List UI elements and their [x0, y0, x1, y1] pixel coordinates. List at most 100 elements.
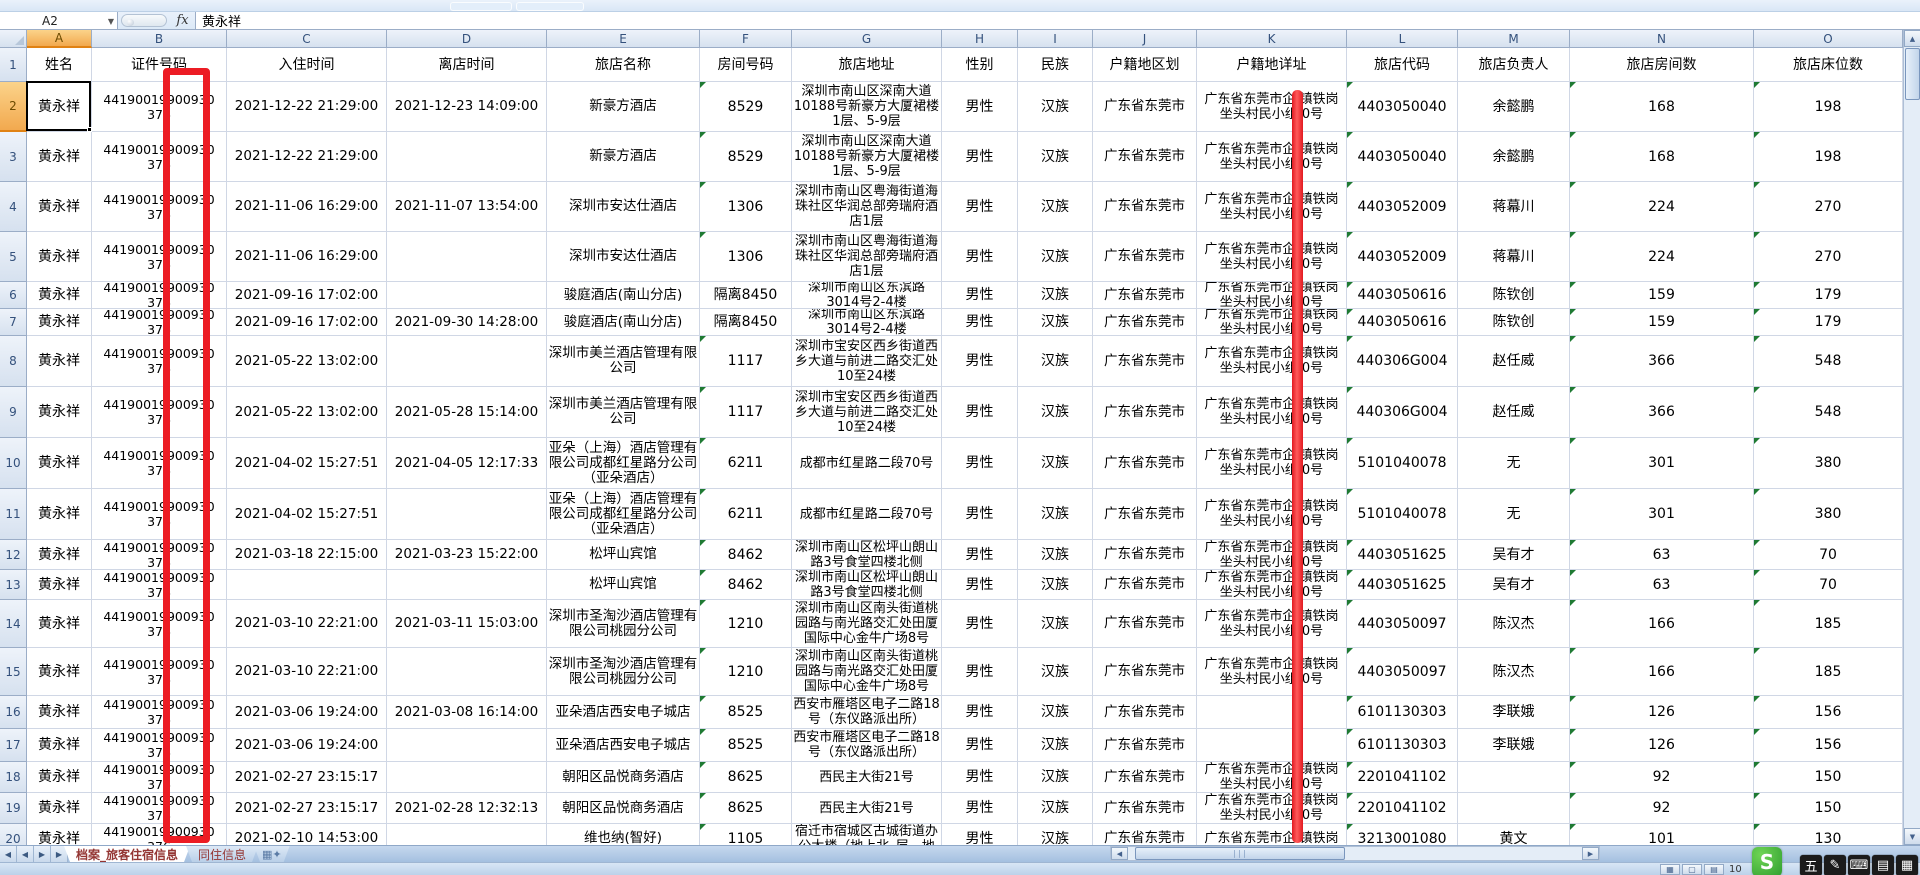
col-header-K[interactable]: K — [1197, 30, 1347, 48]
cell-O6[interactable]: 179 — [1754, 282, 1903, 309]
col-header-M[interactable]: M — [1458, 30, 1570, 48]
row-header-6[interactable]: 6 — [0, 282, 27, 309]
row-header-1[interactable]: 1 — [0, 48, 27, 82]
row-header-8[interactable]: 8 — [0, 336, 27, 387]
cell-L1[interactable]: 旅店代码 — [1347, 48, 1458, 82]
cell-D7[interactable]: 2021-09-30 14:28:00 — [387, 309, 547, 336]
cell-B15[interactable]: 44190019900930 376 — [92, 648, 227, 696]
next-sheet-button[interactable]: ▶ — [34, 846, 51, 862]
row-header-14[interactable]: 14 — [0, 600, 27, 648]
col-header-C[interactable]: C — [227, 30, 387, 48]
cell-D2[interactable]: 2021-12-23 14:09:00 — [387, 82, 547, 132]
cell-A2[interactable]: 黄永祥 — [27, 82, 92, 132]
cell-B16[interactable]: 44190019900930 376 — [92, 696, 227, 729]
cell-C7[interactable]: 2021-09-16 17:02:00 — [227, 309, 387, 336]
cell-G16[interactable]: 西安市雁塔区电子二路18号（东仪路派出所） — [792, 696, 942, 729]
cell-E14[interactable]: 深圳市圣淘沙酒店管理有限公司桃园分公司 — [547, 600, 700, 648]
cell-I20[interactable]: 汉族 — [1018, 824, 1093, 845]
cell-H8[interactable]: 男性 — [942, 336, 1018, 387]
cell-G7[interactable]: 深圳市南山区东滨路3014号2-4楼 — [792, 309, 942, 336]
cell-E3[interactable]: 新豪方酒店 — [547, 132, 700, 182]
cell-I13[interactable]: 汉族 — [1018, 570, 1093, 600]
cell-K18[interactable]: 广东省东莞市企 镇铁岗 坐头村民小组 0号 — [1197, 762, 1347, 793]
cell-J1[interactable]: 户籍地区划 — [1093, 48, 1197, 82]
row-header-4[interactable]: 4 — [0, 182, 27, 232]
cell-F3[interactable]: 8529 — [700, 132, 792, 182]
cell-N9[interactable]: 366 — [1570, 387, 1754, 438]
cell-B18[interactable]: 44190019900930 376 — [92, 762, 227, 793]
cell-M7[interactable]: 陈钦创 — [1458, 309, 1570, 336]
cell-A8[interactable]: 黄永祥 — [27, 336, 92, 387]
cell-N7[interactable]: 159 — [1570, 309, 1754, 336]
cell-A12[interactable]: 黄永祥 — [27, 540, 92, 570]
cell-E11[interactable]: 亚朵（上海）酒店管理有限公司成都红星路分公司（亚朵酒店） — [547, 489, 700, 540]
cell-O9[interactable]: 548 — [1754, 387, 1903, 438]
cell-H17[interactable]: 男性 — [942, 729, 1018, 762]
cell-M14[interactable]: 陈汉杰 — [1458, 600, 1570, 648]
cell-N1[interactable]: 旅店房间数 — [1570, 48, 1754, 82]
cell-C5[interactable]: 2021-11-06 16:29:00 — [227, 232, 387, 282]
scroll-up-button[interactable]: ▲ — [1904, 30, 1920, 47]
cell-I10[interactable]: 汉族 — [1018, 438, 1093, 489]
cell-A7[interactable]: 黄永祥 — [27, 309, 92, 336]
cell-L8[interactable]: 440306G004 — [1347, 336, 1458, 387]
cell-A6[interactable]: 黄永祥 — [27, 282, 92, 309]
cell-K7[interactable]: 广东省东莞市企 镇铁岗 坐头村民小组 0号 — [1197, 309, 1347, 336]
cell-F12[interactable]: 8462 — [700, 540, 792, 570]
cell-K14[interactable]: 广东省东莞市企 镇铁岗 坐头村民小组 0号 — [1197, 600, 1347, 648]
ime-s-logo-icon[interactable]: S — [1752, 847, 1782, 875]
cell-A16[interactable]: 黄永祥 — [27, 696, 92, 729]
cell-C9[interactable]: 2021-05-22 13:02:00 — [227, 387, 387, 438]
cell-O7[interactable]: 179 — [1754, 309, 1903, 336]
cell-F19[interactable]: 8625 — [700, 793, 792, 824]
row-header-2[interactable]: 2 — [0, 82, 27, 132]
cell-F2[interactable]: 8529 — [700, 82, 792, 132]
cell-B1[interactable]: 证件号码 — [92, 48, 227, 82]
cell-G14[interactable]: 深圳市南山区南头街道桃园路与南光路交汇处田厦国际中心金牛广场8号 — [792, 600, 942, 648]
cell-E17[interactable]: 亚朵酒店西安电子城店 — [547, 729, 700, 762]
cell-A18[interactable]: 黄永祥 — [27, 762, 92, 793]
cell-I1[interactable]: 民族 — [1018, 48, 1093, 82]
cell-L5[interactable]: 4403052009 — [1347, 232, 1458, 282]
cell-H13[interactable]: 男性 — [942, 570, 1018, 600]
cell-F4[interactable]: 1306 — [700, 182, 792, 232]
cell-B17[interactable]: 44190019900930 376 — [92, 729, 227, 762]
row-header-20[interactable]: 20 — [0, 824, 27, 845]
cell-D6[interactable] — [387, 282, 547, 309]
cell-B12[interactable]: 44190019900930 376 — [92, 540, 227, 570]
cell-H10[interactable]: 男性 — [942, 438, 1018, 489]
cell-G15[interactable]: 深圳市南山区南头街道桃园路与南光路交汇处田厦国际中心金牛广场8号 — [792, 648, 942, 696]
col-header-E[interactable]: E — [547, 30, 700, 48]
cell-I16[interactable]: 汉族 — [1018, 696, 1093, 729]
cell-K5[interactable]: 广东省东莞市企 镇铁岗 坐头村民小组 0号 — [1197, 232, 1347, 282]
cell-M5[interactable]: 蒋幕川 — [1458, 232, 1570, 282]
cell-O13[interactable]: 70 — [1754, 570, 1903, 600]
cell-G10[interactable]: 成都市红星路二段70号 — [792, 438, 942, 489]
vertical-scroll-thumb[interactable] — [1905, 48, 1920, 100]
cell-H12[interactable]: 男性 — [942, 540, 1018, 570]
cell-D12[interactable]: 2021-03-23 15:22:00 — [387, 540, 547, 570]
cell-D14[interactable]: 2021-03-11 15:03:00 — [387, 600, 547, 648]
cell-L3[interactable]: 4403050040 — [1347, 132, 1458, 182]
scroll-right-button[interactable]: ▶ — [1582, 847, 1599, 860]
cell-M4[interactable]: 蒋幕川 — [1458, 182, 1570, 232]
cell-C18[interactable]: 2021-02-27 23:15:17 — [227, 762, 387, 793]
cell-M6[interactable]: 陈钦创 — [1458, 282, 1570, 309]
cell-G1[interactable]: 旅店地址 — [792, 48, 942, 82]
cell-E10[interactable]: 亚朵（上海）酒店管理有限公司成都红星路分公司（亚朵酒店） — [547, 438, 700, 489]
cell-G9[interactable]: 深圳市宝安区西乡街道西乡大道与前进二路交汇处10至24楼 — [792, 387, 942, 438]
cell-A11[interactable]: 黄永祥 — [27, 489, 92, 540]
cell-K11[interactable]: 广东省东莞市企 镇铁岗 坐头村民小组 0号 — [1197, 489, 1347, 540]
cell-I14[interactable]: 汉族 — [1018, 600, 1093, 648]
cell-O5[interactable]: 270 — [1754, 232, 1903, 282]
cell-H7[interactable]: 男性 — [942, 309, 1018, 336]
cell-C8[interactable]: 2021-05-22 13:02:00 — [227, 336, 387, 387]
cell-N11[interactable]: 301 — [1570, 489, 1754, 540]
cell-M11[interactable]: 无 — [1458, 489, 1570, 540]
cell-F20[interactable]: 1105 — [700, 824, 792, 845]
cell-L11[interactable]: 5101040078 — [1347, 489, 1458, 540]
col-header-I[interactable]: I — [1018, 30, 1093, 48]
cell-O10[interactable]: 380 — [1754, 438, 1903, 489]
cell-A17[interactable]: 黄永祥 — [27, 729, 92, 762]
cell-L20[interactable]: 3213001080 — [1347, 824, 1458, 845]
